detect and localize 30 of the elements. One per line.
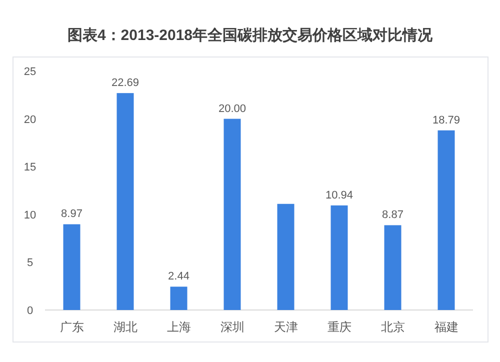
data-label: 22.69 — [111, 77, 140, 90]
bar — [438, 130, 455, 310]
bar — [63, 224, 80, 310]
x-tick-label: 天津 — [274, 320, 298, 334]
x-tick-label: 重庆 — [327, 320, 352, 334]
x-tick-label: 福建 — [434, 320, 458, 334]
x-tick-label: 广东 — [60, 320, 84, 334]
bar — [170, 286, 188, 310]
x-tick-label: 上海 — [166, 320, 191, 334]
x-tick-label: 湖北 — [113, 320, 138, 334]
bar — [116, 93, 134, 310]
data-label: 20.00 — [218, 102, 246, 115]
x-tick-label: 深圳 — [220, 320, 244, 334]
y-tick-label: 5 — [26, 257, 34, 270]
x-tick-label: 北京 — [380, 320, 405, 334]
data-label: 8.97 — [61, 208, 82, 220]
bar — [384, 225, 402, 310]
y-tick-label: 15 — [24, 162, 36, 174]
bar — [224, 118, 241, 310]
y-tick-label: 10 — [24, 209, 36, 222]
y-tick-label: 20 — [24, 114, 36, 126]
data-label: 18.79 — [432, 114, 460, 126]
bar — [277, 204, 294, 310]
y-tick-label: 0 — [26, 305, 34, 317]
bar — [330, 205, 348, 310]
data-label: 2.44 — [168, 270, 190, 283]
data-label: 8.87 — [382, 209, 404, 222]
y-tick-label: 25 — [24, 66, 36, 78]
chart-title: 图表4：2013-2018年全国碳排放交易价格区域对比情况 — [67, 26, 434, 44]
data-label: 10.94 — [325, 189, 354, 202]
